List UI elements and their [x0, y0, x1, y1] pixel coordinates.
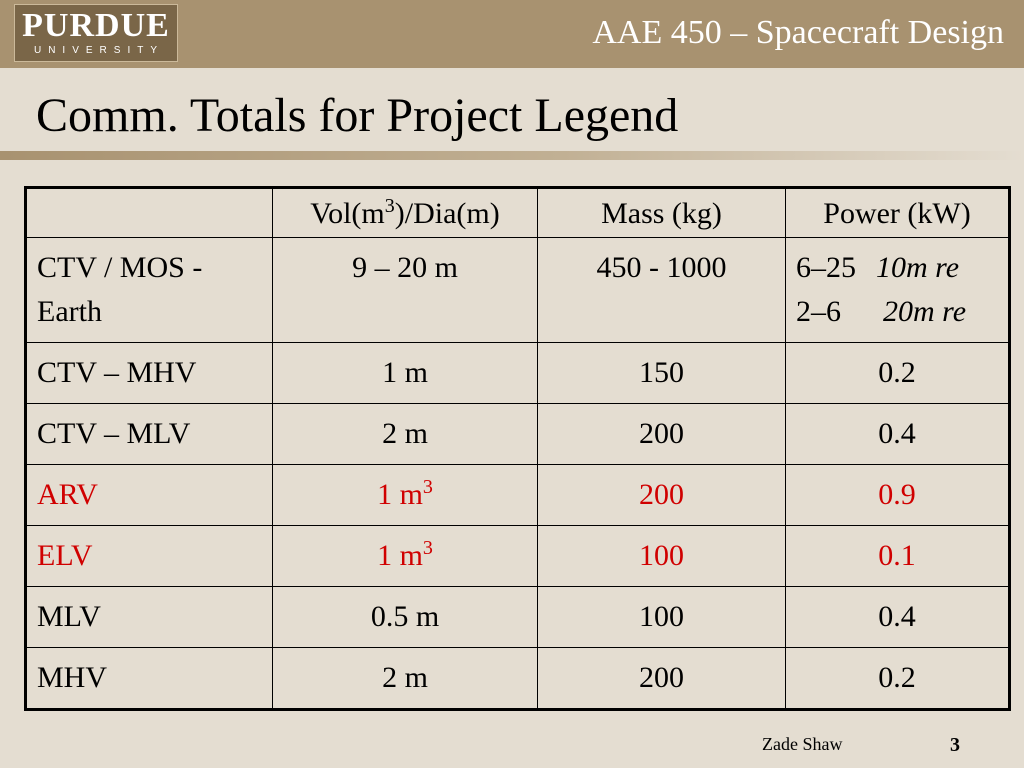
- mass-cell: 100: [537, 525, 786, 587]
- volume-cell: 1 m3: [272, 525, 538, 587]
- volume-superscript: 3: [422, 537, 433, 559]
- course-title: AAE 450 – Spacecraft Design: [592, 14, 1004, 51]
- volume-superscript: 3: [422, 476, 433, 498]
- table-row: CTV / MOS - Earth 9 – 20 m 450 - 1000 6–…: [25, 237, 1010, 343]
- mass-cell: 450 - 1000: [537, 237, 786, 343]
- logo-main-text: PURDUE: [22, 7, 170, 44]
- author-name: Zade Shaw: [762, 734, 843, 754]
- volume-value: 1 m: [377, 539, 423, 572]
- header-cell-empty: [25, 187, 273, 238]
- volume-cell: 2 m: [272, 647, 538, 710]
- power-note: 20m re: [883, 295, 967, 328]
- title-divider: [0, 151, 1024, 160]
- power-note: 10m re: [876, 251, 960, 284]
- power-line: 6–25 10m re: [796, 246, 998, 290]
- page-number: 3: [950, 734, 960, 756]
- header-cell-power: Power (kW): [785, 187, 1010, 238]
- volume-value: 1 m: [377, 478, 423, 511]
- power-value: 6–25: [796, 251, 856, 284]
- power-cell: 6–25 10m re 2–6 20m re: [785, 237, 1010, 343]
- table-row-highlighted: ARV 1 m3 200 0.9: [25, 464, 1010, 526]
- mass-cell: 150: [537, 342, 786, 404]
- mass-cell: 200: [537, 647, 786, 710]
- purdue-logo: PURDUE UNIVERSITY: [14, 4, 178, 62]
- header-volume-part2: )/Dia(m): [394, 197, 500, 230]
- row-label: MLV: [25, 586, 273, 648]
- volume-cell: 1 m3: [272, 464, 538, 526]
- power-cell: 0.1: [785, 525, 1010, 587]
- volume-cell: 0.5 m: [272, 586, 538, 648]
- volume-cell: 1 m: [272, 342, 538, 404]
- volume-cell: 9 – 20 m: [272, 237, 538, 343]
- table-row: CTV – MLV 2 m 200 0.4: [25, 403, 1010, 465]
- power-value: 2–6: [796, 295, 841, 328]
- power-cell: 0.2: [785, 647, 1010, 710]
- table-row: MHV 2 m 200 0.2: [25, 647, 1010, 710]
- power-cell: 0.4: [785, 586, 1010, 648]
- power-cell: 0.2: [785, 342, 1010, 404]
- power-cell: 0.4: [785, 403, 1010, 465]
- header-volume-part1: Vol(m: [310, 197, 385, 230]
- header-cell-mass: Mass (kg): [537, 187, 786, 238]
- row-label: ARV: [25, 464, 273, 526]
- slide-title: Comm. Totals for Project Legend: [36, 89, 679, 142]
- row-label: ELV: [25, 525, 273, 587]
- table-header-row: Vol(m3)/Dia(m) Mass (kg) Power (kW): [25, 187, 1010, 238]
- header-bar: PURDUE UNIVERSITY AAE 450 – Spacecraft D…: [0, 0, 1024, 68]
- mass-cell: 100: [537, 586, 786, 648]
- table-row: MLV 0.5 m 100 0.4: [25, 586, 1010, 648]
- comm-totals-table: Vol(m3)/Dia(m) Mass (kg) Power (kW) CTV …: [24, 186, 1011, 711]
- power-line: 2–6 20m re: [796, 290, 998, 334]
- row-label: CTV / MOS - Earth: [25, 237, 273, 343]
- row-label: MHV: [25, 647, 273, 710]
- power-cell: 0.9: [785, 464, 1010, 526]
- mass-cell: 200: [537, 403, 786, 465]
- header-cell-volume: Vol(m3)/Dia(m): [272, 187, 538, 238]
- header-volume-superscript: 3: [384, 195, 395, 217]
- table-row-highlighted: ELV 1 m3 100 0.1: [25, 525, 1010, 587]
- volume-cell: 2 m: [272, 403, 538, 465]
- row-label: CTV – MHV: [25, 342, 273, 404]
- table-row: CTV – MHV 1 m 150 0.2: [25, 342, 1010, 404]
- row-label: CTV – MLV: [25, 403, 273, 465]
- logo-sub-text: UNIVERSITY: [33, 45, 164, 56]
- mass-cell: 200: [537, 464, 786, 526]
